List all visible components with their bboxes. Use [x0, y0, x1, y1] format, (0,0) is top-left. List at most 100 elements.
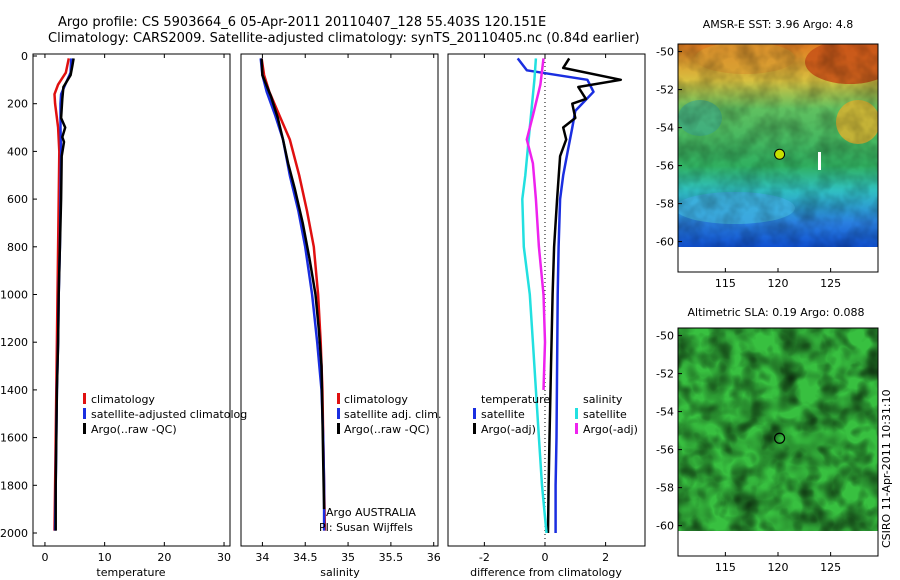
legend-label-argo: Argo(..raw -QC) — [91, 423, 177, 436]
credit-timestamp: CSIRO 11-Apr-2011 10:31:10 — [880, 389, 893, 548]
sla-y-ticks: -50 -52 -54 -56 -58 -60 — [656, 330, 682, 533]
difference-xlabel: difference from climatology — [470, 566, 622, 579]
legend-swatch-temp-argo — [473, 423, 476, 434]
map-y-tick-label: -58 — [656, 482, 674, 495]
y-tick-label: 2000 — [0, 527, 28, 540]
map-x-tick-label: 115 — [715, 277, 736, 290]
y-tick-label: 800 — [7, 241, 28, 254]
temperature-series — [53, 58, 75, 531]
y-tick-label: 400 — [7, 145, 28, 158]
salinity-panel: 34 34.5 35 35.5 36 salinity climatology sate… — [240, 53, 441, 579]
temperature-xlabel: temperature — [96, 566, 165, 579]
series-line-temperature-argo-adj- — [546, 57, 623, 534]
legend-label-temp-satellite: satellite — [481, 408, 525, 421]
map-y-tick-label: -52 — [656, 84, 674, 97]
figure-title-line1: Argo profile: CS 5903664_6 05-Apr-2011 2… — [58, 15, 546, 30]
map-y-tick-label: -60 — [656, 520, 674, 533]
temperature-x-ticks: 0 10 20 30 — [41, 54, 231, 564]
series-line-salinity-argo-adj- — [525, 58, 547, 390]
sla-argo-location-marker — [773, 432, 786, 444]
y-tick-label: 1000 — [0, 289, 28, 302]
legend-swatch-climatology — [83, 393, 86, 404]
x-tick-label: 35 — [341, 551, 355, 564]
x-tick-label: 30 — [217, 551, 231, 564]
x-tick-label: 2 — [602, 551, 609, 564]
legend-label-climatology: climatology — [344, 393, 408, 406]
salinity-x-ticks: 34 34.5 35 35.5 36 — [255, 54, 441, 564]
legend-swatch-temp-satellite — [473, 408, 476, 419]
map-y-tick-label: -50 — [656, 330, 674, 343]
sla-map-panel: Altimetric SLA: 0.19 Argo: 0.088 -50-52-… — [656, 306, 879, 574]
x-tick-label: 20 — [157, 551, 171, 564]
x-tick-label: 35.5 — [379, 551, 404, 564]
legend-heading-salinity: salinity — [583, 393, 623, 406]
x-tick-label: 0 — [41, 551, 48, 564]
sla-field — [678, 328, 878, 531]
map-y-tick-label: -52 — [656, 368, 674, 381]
temperature-panel: 0 200 400 600 800 1000 1200 1400 1600 1800 2000 0 1… — [0, 50, 247, 579]
series-line-argo-raw-qc- — [260, 58, 326, 510]
difference-panel: -2 0 2 difference from climatology tempera… — [447, 53, 646, 579]
sla-map-title: Altimetric SLA: 0.19 Argo: 0.088 — [687, 306, 864, 319]
y-tick-label: 600 — [7, 193, 28, 206]
difference-legend-temperature: temperature satellite Argo(-adj) — [473, 393, 550, 436]
pi-annotation: PI: Susan Wijffels — [319, 521, 413, 534]
sla-x-ticks: 115 120 125 — [715, 552, 841, 574]
map-y-tick-label: -50 — [656, 46, 674, 59]
sst-x-ticks: 115 120 125 — [715, 268, 841, 290]
legend-swatch-sal-argo — [575, 423, 578, 434]
x-tick-label: -2 — [479, 551, 490, 564]
y-tick-label: 1800 — [0, 479, 28, 492]
map-y-tick-label: -56 — [656, 160, 674, 173]
sst-map-panel: AMSR-E SST: 3.96 Argo: 4.8 -50 -52 -54 -56 -… — [656, 18, 879, 290]
legend-label-satellite: satellite-adjusted climatolog — [91, 408, 247, 421]
series-line-temperature-satellite — [516, 57, 595, 533]
y-tick-label: 1600 — [0, 432, 28, 445]
sst-missing-data-strip — [818, 152, 821, 170]
sst-argo-location-marker — [774, 148, 786, 160]
salinity-series — [259, 58, 327, 531]
sst-field — [678, 44, 878, 247]
map-y-tick-label: -60 — [656, 236, 674, 249]
difference-series — [516, 57, 623, 534]
legend-label-climatology: climatology — [91, 393, 155, 406]
legend-label-sal-satellite: satellite — [583, 408, 627, 421]
temperature-legend: climatology satellite-adjusted climatolo… — [83, 393, 247, 436]
legend-swatch-satellite — [83, 408, 86, 419]
sst-map-title: AMSR-E SST: 3.96 Argo: 4.8 — [703, 18, 854, 31]
difference-axes-box — [447, 53, 646, 547]
legend-label-sal-argo: Argo(-adj) — [583, 423, 638, 436]
map-y-tick-label: -54 — [656, 122, 674, 135]
difference-x-ticks: -2 0 2 — [479, 54, 609, 564]
sst-y-ticks: -50 -52 -54 -56 -58 -60 — [656, 46, 682, 249]
y-tick-label: 1200 — [0, 336, 28, 349]
salinity-axes-box — [240, 53, 439, 547]
map-x-tick-label: 115 — [715, 561, 736, 574]
temperature-axes-box — [32, 53, 231, 547]
legend-label-temp-argo: Argo(-adj) — [481, 423, 536, 436]
legend-heading-temperature: temperature — [481, 393, 550, 406]
y-tick-label: 0 — [21, 50, 28, 63]
map-x-tick-label: 125 — [820, 561, 841, 574]
x-tick-label: 34.5 — [293, 551, 318, 564]
x-tick-label: 0 — [541, 551, 548, 564]
figure-title-line2: Climatology: CARS2009. Satellite-adjuste… — [48, 31, 640, 46]
legend-swatch-sal-satellite — [575, 408, 578, 419]
map-y-tick-label: -56 — [656, 444, 674, 457]
temperature-y-ticks: 0 200 400 600 800 1000 1200 1400 1600 1800 2000 — [0, 50, 37, 540]
sst-texture — [678, 44, 878, 247]
salinity-xlabel: salinity — [320, 566, 360, 579]
legend-label-argo: Argo(..raw -QC) — [344, 423, 430, 436]
y-tick-label: 1400 — [0, 384, 28, 397]
institution-annotation: Argo AUSTRALIA — [326, 506, 416, 519]
legend-swatch-climatology — [337, 393, 340, 404]
map-y-tick-label: -54 — [656, 406, 674, 419]
salinity-legend: climatology satellite adj. clim. Argo(..… — [337, 393, 441, 436]
series-line-argo-raw-qc- — [54, 58, 75, 531]
x-tick-label: 36 — [427, 551, 441, 564]
map-x-tick-label: 120 — [768, 277, 789, 290]
legend-swatch-argo — [83, 423, 86, 434]
map-x-tick-label: 120 — [768, 561, 789, 574]
legend-swatch-satellite — [337, 408, 340, 419]
